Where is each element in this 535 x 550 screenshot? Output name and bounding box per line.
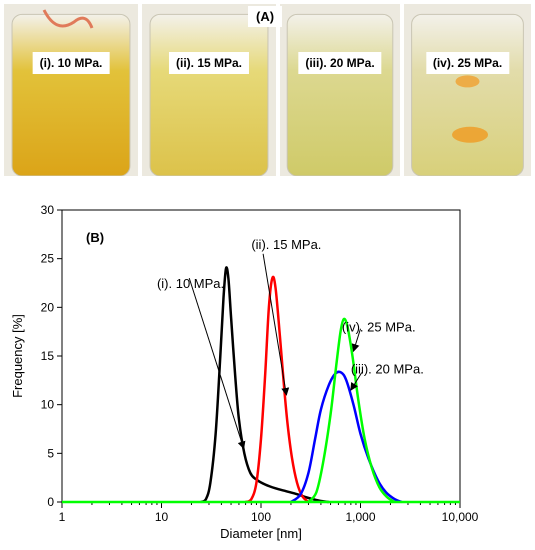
photo-20mpa: (iii). 20 MPa.: [280, 4, 400, 176]
photo-label-25mpa: (iv). 25 MPa.: [425, 52, 510, 74]
beaker-liquid: [149, 13, 269, 176]
photo-label-15mpa: (ii). 15 MPa.: [168, 52, 250, 74]
plot-frame: [61, 209, 461, 503]
x-tick-label: 1,000: [345, 510, 375, 524]
photo-25mpa: (iv). 25 MPa.: [404, 4, 531, 176]
series-line-4: [307, 317, 396, 504]
annotation-arrow: [351, 328, 361, 353]
orange-spot: [452, 126, 489, 143]
y-tick-label: 0: [47, 495, 54, 509]
annotation-label: (iv). 25 MPa.: [342, 320, 416, 335]
photo-label-20mpa: (iii). 20 MPa.: [298, 52, 382, 74]
x-tick-label: 10: [155, 510, 169, 524]
y-axis-title: Frequency [%]: [10, 314, 25, 398]
photo-10mpa-image: [4, 4, 138, 176]
annotation-label: (iii). 20 MPa.: [351, 362, 424, 377]
y-tick-label: 25: [41, 252, 55, 266]
x-tick-label: 1: [59, 510, 66, 524]
x-tick-label: 10,000: [442, 510, 479, 524]
annotation-label: (i). 10 MPa.: [157, 276, 224, 291]
photos-panel: (i). 10 MPa. (ii). 15 MPa. (iii). 20 MPa…: [0, 0, 535, 180]
beaker-liquid: [411, 13, 524, 176]
annotation-arrow: [262, 253, 290, 396]
beaker-liquid: [286, 13, 394, 176]
annotation-label: (ii). 15 MPa.: [251, 237, 321, 252]
series-line-3: [290, 370, 403, 504]
photo-10mpa: (i). 10 MPa.: [4, 4, 138, 176]
x-tick-label: 100: [251, 510, 271, 524]
orange-spot: [455, 75, 480, 88]
photo-15mpa-image: [142, 4, 276, 176]
y-tick-label: 15: [41, 349, 55, 363]
annotation-arrow: [350, 372, 363, 391]
y-tick-label: 30: [41, 203, 55, 217]
stir-bar: [42, 9, 94, 29]
y-tick-label: 10: [41, 398, 55, 412]
annotation-arrow: [188, 277, 246, 450]
x-axis-title: Diameter [nm]: [220, 526, 302, 541]
photo-15mpa: (ii). 15 MPa.: [142, 4, 276, 176]
frequency-chart: 0 5 10 15 20 25 30 1 10 100 1,000 10,000 Diameter [n…: [10, 203, 479, 541]
panel-label-b: (B): [86, 230, 104, 245]
photo-20mpa-image: [280, 4, 400, 176]
photo-label-10mpa: (i). 10 MPa.: [32, 52, 110, 74]
panel-label-a: (A): [248, 6, 283, 27]
photo-25mpa-image: [404, 4, 531, 176]
y-tick-label: 20: [41, 300, 55, 314]
y-tick-label: 5: [47, 446, 54, 460]
beaker-liquid: [11, 13, 131, 176]
series-line-2: [245, 275, 310, 504]
